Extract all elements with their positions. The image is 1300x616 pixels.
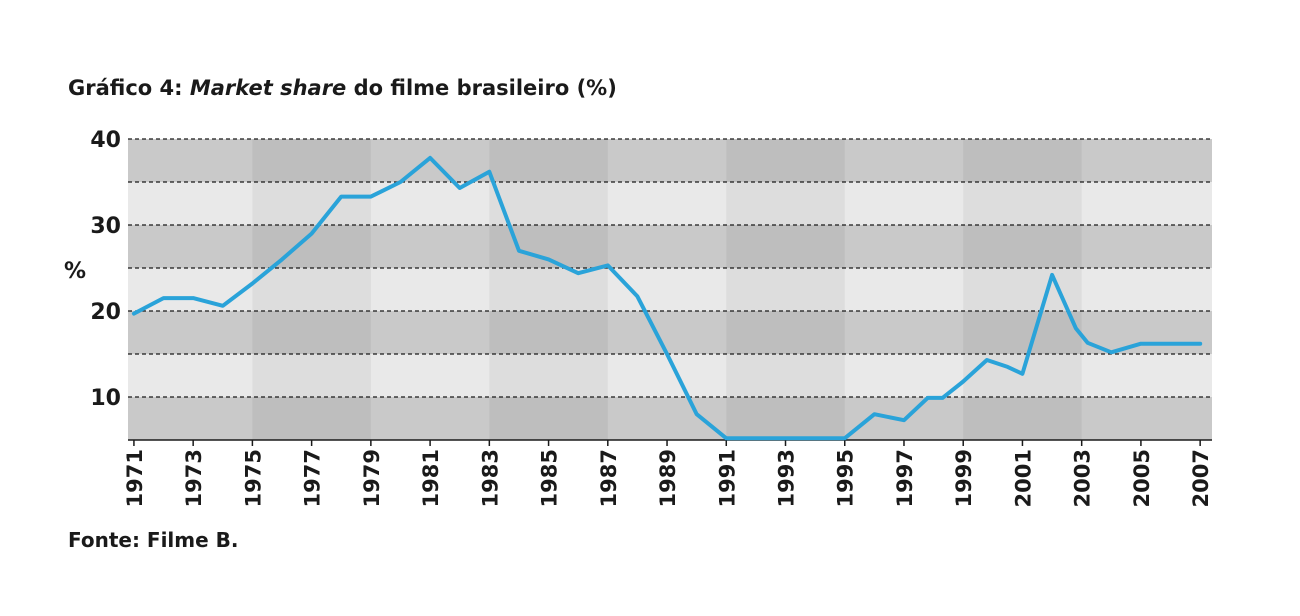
x-tick-label: 2003: [1071, 449, 1095, 507]
x-tick-label: 1977: [301, 449, 325, 507]
x-tick-label: 1997: [893, 449, 917, 507]
grid-band: [128, 182, 1212, 225]
x-tick-label: 1987: [597, 449, 621, 507]
chart-source: Fonte: Filme B.: [68, 528, 239, 552]
x-tick-label: 1971: [123, 449, 147, 507]
x-tick-label: 1975: [241, 449, 265, 507]
chart-title-prefix: Gráfico 4:: [68, 76, 190, 100]
x-tick-label: 1999: [952, 449, 976, 507]
chart-title: Gráfico 4: Market share do filme brasile…: [68, 76, 617, 100]
chart-title-suffix: do filme brasileiro (%): [346, 76, 617, 100]
y-tick-label: 40: [90, 128, 121, 153]
x-tick-label: 2007: [1189, 449, 1213, 507]
x-tick-label: 1991: [715, 449, 739, 507]
y-tick-label: 10: [90, 386, 121, 411]
grid-band: [128, 139, 1212, 182]
series-line: [131, 155, 1203, 441]
x-tick-label: 1983: [478, 449, 502, 507]
grid-band: [128, 225, 1212, 268]
grid-band: [128, 397, 1212, 440]
grid-column-shade: [726, 139, 845, 440]
grid-column-shade: [252, 139, 371, 440]
y-tick-label: 20: [90, 300, 121, 325]
y-tick-label: 30: [90, 214, 121, 239]
x-tick-label: 1981: [419, 449, 443, 507]
grid-column-shade: [489, 139, 608, 440]
x-tick-label: 1985: [538, 449, 562, 507]
x-tick-label: 2005: [1130, 449, 1154, 507]
x-tick-label: 1973: [182, 449, 206, 507]
x-tick-label: 1993: [775, 449, 799, 507]
chart-title-italic: Market share: [189, 76, 347, 100]
x-tick-label: 1989: [656, 449, 680, 507]
x-tick-label: 1995: [834, 449, 858, 507]
x-tick-label: 1979: [360, 449, 384, 507]
grid-column-shade: [963, 139, 1082, 440]
grid-band: [128, 268, 1212, 311]
x-tick-label: 2001: [1011, 449, 1035, 507]
y-axis-label: %: [64, 259, 86, 284]
